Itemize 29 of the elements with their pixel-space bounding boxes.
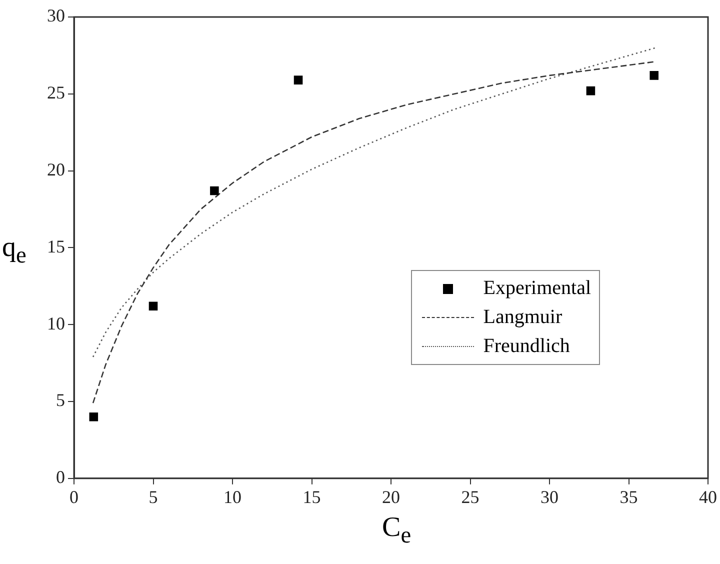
x-tick-label: 20: [382, 486, 400, 507]
legend-label: Freundlich: [483, 334, 570, 359]
y-tick-label: 15: [47, 236, 65, 256]
x-tick-label: 40: [699, 486, 717, 507]
x-tick-label: 0: [70, 486, 78, 507]
y-tick-label: 0: [56, 467, 65, 488]
line-series: [92, 47, 656, 358]
point: [148, 302, 158, 311]
y-tick-label: 20: [47, 160, 65, 180]
y-axis-title: q$_{e}$: [2, 232, 26, 270]
point: [650, 71, 658, 80]
x-axis-title: C$_{e}$: [382, 512, 412, 550]
point: [210, 186, 219, 196]
x-tick-label: 15: [302, 486, 321, 507]
y-tick-label: 5: [56, 390, 65, 410]
line-series: [92, 60, 656, 404]
x-tick-label: 25: [461, 486, 480, 507]
x-tick-label: 35: [620, 486, 638, 507]
point: [586, 86, 596, 96]
x-tick-label: 10: [224, 486, 242, 507]
x-tick-label: 30: [540, 486, 558, 507]
legend-label: Experimental: [483, 276, 591, 301]
point: [89, 412, 98, 422]
y-tick-label: 10: [47, 313, 65, 334]
y-tick-label: 30: [47, 6, 65, 26]
point: [294, 76, 303, 84]
x-tick-label: 5: [148, 486, 158, 507]
y-tick-label: 25: [47, 82, 65, 103]
legend-label: Langmuir: [483, 305, 562, 330]
